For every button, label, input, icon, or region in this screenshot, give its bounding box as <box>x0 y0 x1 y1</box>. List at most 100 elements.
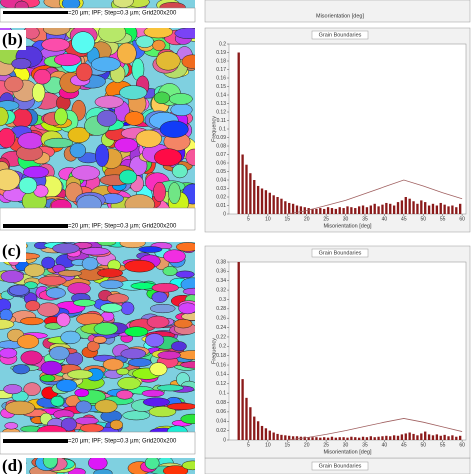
ebsd-map <box>0 458 195 474</box>
histogram-bar <box>427 434 431 440</box>
reference-line <box>287 418 463 441</box>
x-tick-label: 40 <box>382 442 388 448</box>
ebsd-map <box>0 242 195 432</box>
grain <box>0 100 20 111</box>
y-tick-label: 0.16 <box>216 362 226 368</box>
grain <box>152 39 166 51</box>
grain <box>43 28 71 36</box>
grain <box>71 31 95 54</box>
grain <box>116 367 130 376</box>
histogram-bar <box>319 208 322 214</box>
grain <box>124 326 149 337</box>
grain <box>5 400 36 416</box>
histogram-bar <box>439 435 442 440</box>
x-axis-label: Misorientation [deg] <box>324 223 372 229</box>
grain <box>124 111 145 126</box>
x-tick-label: 35 <box>362 216 368 222</box>
histogram-bar <box>408 198 411 214</box>
y-tick-label: 0.36 <box>216 269 226 275</box>
histogram-bar <box>361 436 365 440</box>
histogram-bar <box>253 416 256 440</box>
grain <box>182 287 195 296</box>
y-tick-label: 0.17 <box>216 67 226 73</box>
grain <box>119 242 146 249</box>
histogram-bar <box>431 203 435 214</box>
histogram-bar <box>354 208 357 214</box>
scale-bar <box>3 11 68 14</box>
histogram-bar <box>416 203 419 214</box>
histogram-bar <box>276 433 279 440</box>
grain <box>120 301 135 315</box>
histogram-bar <box>424 431 427 440</box>
grain <box>67 126 90 144</box>
grain <box>8 284 30 296</box>
grain <box>41 37 70 52</box>
map-background <box>0 0 195 8</box>
grain <box>40 374 56 383</box>
histogram-bar <box>241 379 244 440</box>
grain <box>142 397 170 407</box>
title-box <box>311 248 369 258</box>
grain <box>146 315 170 329</box>
y-tick-label: 0.3 <box>219 297 226 303</box>
x-tick-label: 5 <box>247 442 250 448</box>
grain <box>180 361 195 369</box>
histogram-bar <box>350 207 353 214</box>
x-tick-label: 10 <box>265 442 271 448</box>
reference-line <box>287 179 463 215</box>
grain <box>53 53 81 67</box>
grain <box>56 379 78 392</box>
grain <box>31 82 46 103</box>
y-tick-label: 0.08 <box>216 143 226 149</box>
grain <box>120 348 147 360</box>
y-tick-label: 0.18 <box>216 58 226 64</box>
ebsd-map <box>0 0 195 8</box>
histogram-bar <box>338 437 341 440</box>
grain <box>149 362 168 376</box>
panel-label: (b) <box>2 30 23 49</box>
grain <box>119 85 148 100</box>
y-tick-label: 0.15 <box>216 84 226 90</box>
y-tick-label: 0.2 <box>219 344 226 350</box>
histogram-bar <box>447 436 450 440</box>
histogram-bar <box>385 435 388 440</box>
grain <box>112 0 134 8</box>
histogram-bar <box>280 434 283 440</box>
histogram-bar <box>288 202 291 214</box>
histogram-bar <box>412 201 415 214</box>
grain <box>94 95 124 109</box>
histogram-bar <box>315 208 318 214</box>
histogram-bar <box>459 203 462 214</box>
grain <box>143 28 173 39</box>
grain <box>122 410 151 421</box>
histogram-bar <box>373 437 376 440</box>
y-tick-label: 0.02 <box>216 194 226 200</box>
histogram-bar <box>435 205 439 214</box>
title-box <box>311 30 369 40</box>
grain <box>97 242 117 246</box>
grain <box>95 144 110 167</box>
x-tick-label: 25 <box>323 216 329 222</box>
histogram-bar <box>408 432 411 440</box>
histogram-bar <box>459 435 462 440</box>
grain <box>177 350 195 360</box>
grain <box>93 322 119 336</box>
x-tick-label: 60 <box>459 442 465 448</box>
histogram-bar <box>295 436 299 440</box>
grain <box>18 176 38 194</box>
grain <box>109 419 123 430</box>
histogram-bar <box>427 205 431 214</box>
histogram-bar <box>439 202 442 214</box>
histogram-bar <box>272 195 275 214</box>
histogram-bar <box>326 437 330 440</box>
grain <box>153 91 170 105</box>
x-tick-label: 30 <box>343 442 349 448</box>
grain <box>25 300 41 312</box>
x-tick-label: 45 <box>401 216 407 222</box>
x-tick-label: 60 <box>459 216 465 222</box>
y-tick-label: 0.26 <box>216 316 226 322</box>
histogram-bar <box>357 206 361 214</box>
y-tick-label: 0.12 <box>216 381 226 387</box>
grain <box>117 42 137 65</box>
grain <box>166 402 195 411</box>
